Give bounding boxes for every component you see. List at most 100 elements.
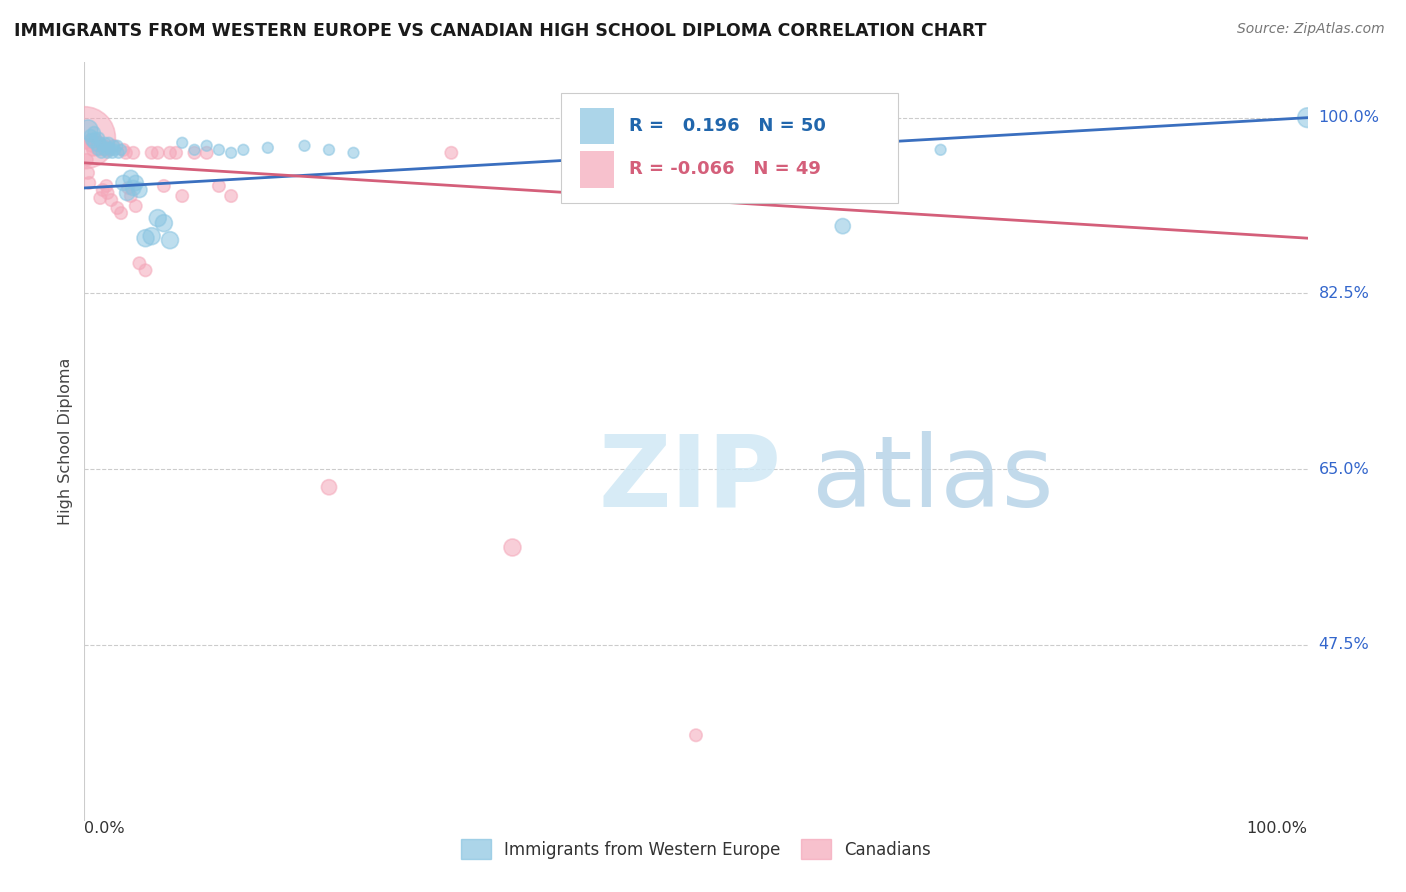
Point [87, 143, 110, 157]
Point [79, 128, 101, 143]
Point [77, 176, 100, 190]
Point [91, 183, 114, 197]
Point [195, 145, 218, 160]
Point [112, 143, 135, 157]
Point [183, 143, 205, 157]
Point [103, 138, 125, 153]
Point [172, 189, 194, 203]
Point [232, 143, 254, 157]
Point [82, 136, 104, 150]
Point [75, 136, 97, 150]
FancyBboxPatch shape [561, 93, 898, 202]
Point [110, 143, 132, 157]
Point [80, 138, 103, 153]
Point [100, 193, 122, 207]
FancyBboxPatch shape [579, 108, 614, 145]
Point [122, 181, 145, 195]
Point [219, 189, 242, 203]
Point [146, 211, 169, 226]
Point [831, 219, 853, 234]
Point [112, 176, 135, 190]
Point [117, 181, 139, 195]
Point [90, 145, 112, 160]
Point [110, 206, 132, 220]
Point [98, 141, 121, 155]
Point [91, 138, 114, 153]
Point [97, 143, 120, 157]
Point [159, 145, 181, 160]
Point [93, 138, 115, 153]
Point [120, 170, 142, 185]
Point [807, 145, 830, 160]
Point [94, 143, 117, 157]
Point [104, 143, 127, 157]
Point [107, 145, 129, 160]
Point [97, 145, 120, 160]
Legend: Immigrants from Western Europe, Canadians: Immigrants from Western Europe, Canadian… [454, 833, 938, 865]
FancyBboxPatch shape [579, 151, 614, 187]
Point [105, 138, 128, 153]
Point [83, 136, 105, 150]
Point [86, 138, 108, 153]
Text: IMMIGRANTS FROM WESTERN EUROPE VS CANADIAN HIGH SCHOOL DIPLOMA CORRELATION CHART: IMMIGRANTS FROM WESTERN EUROPE VS CANADI… [14, 22, 987, 40]
Point [82, 143, 104, 157]
Point [97, 186, 120, 200]
Point [101, 145, 124, 160]
Point [122, 145, 145, 160]
Point [146, 145, 169, 160]
Point [502, 541, 524, 555]
Point [257, 141, 280, 155]
Point [172, 136, 194, 150]
Point [76, 153, 98, 167]
Point [208, 143, 231, 157]
Y-axis label: High School Diploma: High School Diploma [58, 358, 73, 525]
Point [89, 191, 111, 205]
Point [165, 145, 187, 160]
Point [128, 183, 150, 197]
Point [80, 133, 103, 147]
Point [141, 229, 163, 244]
Text: 100.0%: 100.0% [1247, 821, 1308, 836]
Point [1296, 111, 1319, 125]
Text: Source: ZipAtlas.com: Source: ZipAtlas.com [1237, 22, 1385, 37]
Point [685, 728, 707, 742]
Point [141, 145, 163, 160]
Point [159, 233, 181, 247]
Point [77, 166, 100, 180]
Point [83, 126, 105, 140]
Text: ZIP: ZIP [598, 431, 780, 528]
Point [97, 136, 120, 150]
Point [93, 143, 115, 157]
Text: atlas: atlas [813, 431, 1054, 528]
Point [120, 189, 142, 203]
Point [342, 145, 364, 160]
Point [624, 138, 647, 153]
Point [562, 145, 585, 160]
Point [96, 178, 118, 193]
Point [208, 178, 231, 193]
Point [195, 138, 218, 153]
Text: R =   0.196   N = 50: R = 0.196 N = 50 [628, 117, 825, 135]
Point [77, 122, 100, 136]
Text: 65.0%: 65.0% [1319, 462, 1369, 476]
Point [79, 133, 101, 147]
Point [153, 178, 176, 193]
Point [87, 136, 110, 150]
Point [115, 186, 138, 200]
Point [84, 130, 107, 145]
Text: R = -0.066   N = 49: R = -0.066 N = 49 [628, 161, 821, 178]
Text: 0.0%: 0.0% [84, 821, 125, 836]
Point [105, 201, 128, 215]
Text: 82.5%: 82.5% [1319, 286, 1369, 301]
Point [135, 231, 157, 245]
Point [86, 138, 108, 153]
Point [84, 133, 107, 147]
Text: 47.5%: 47.5% [1319, 638, 1369, 652]
Point [115, 145, 138, 160]
Point [153, 216, 176, 230]
Point [219, 145, 242, 160]
Point [103, 138, 125, 153]
Point [125, 176, 148, 190]
Point [929, 143, 952, 157]
Point [96, 141, 118, 155]
